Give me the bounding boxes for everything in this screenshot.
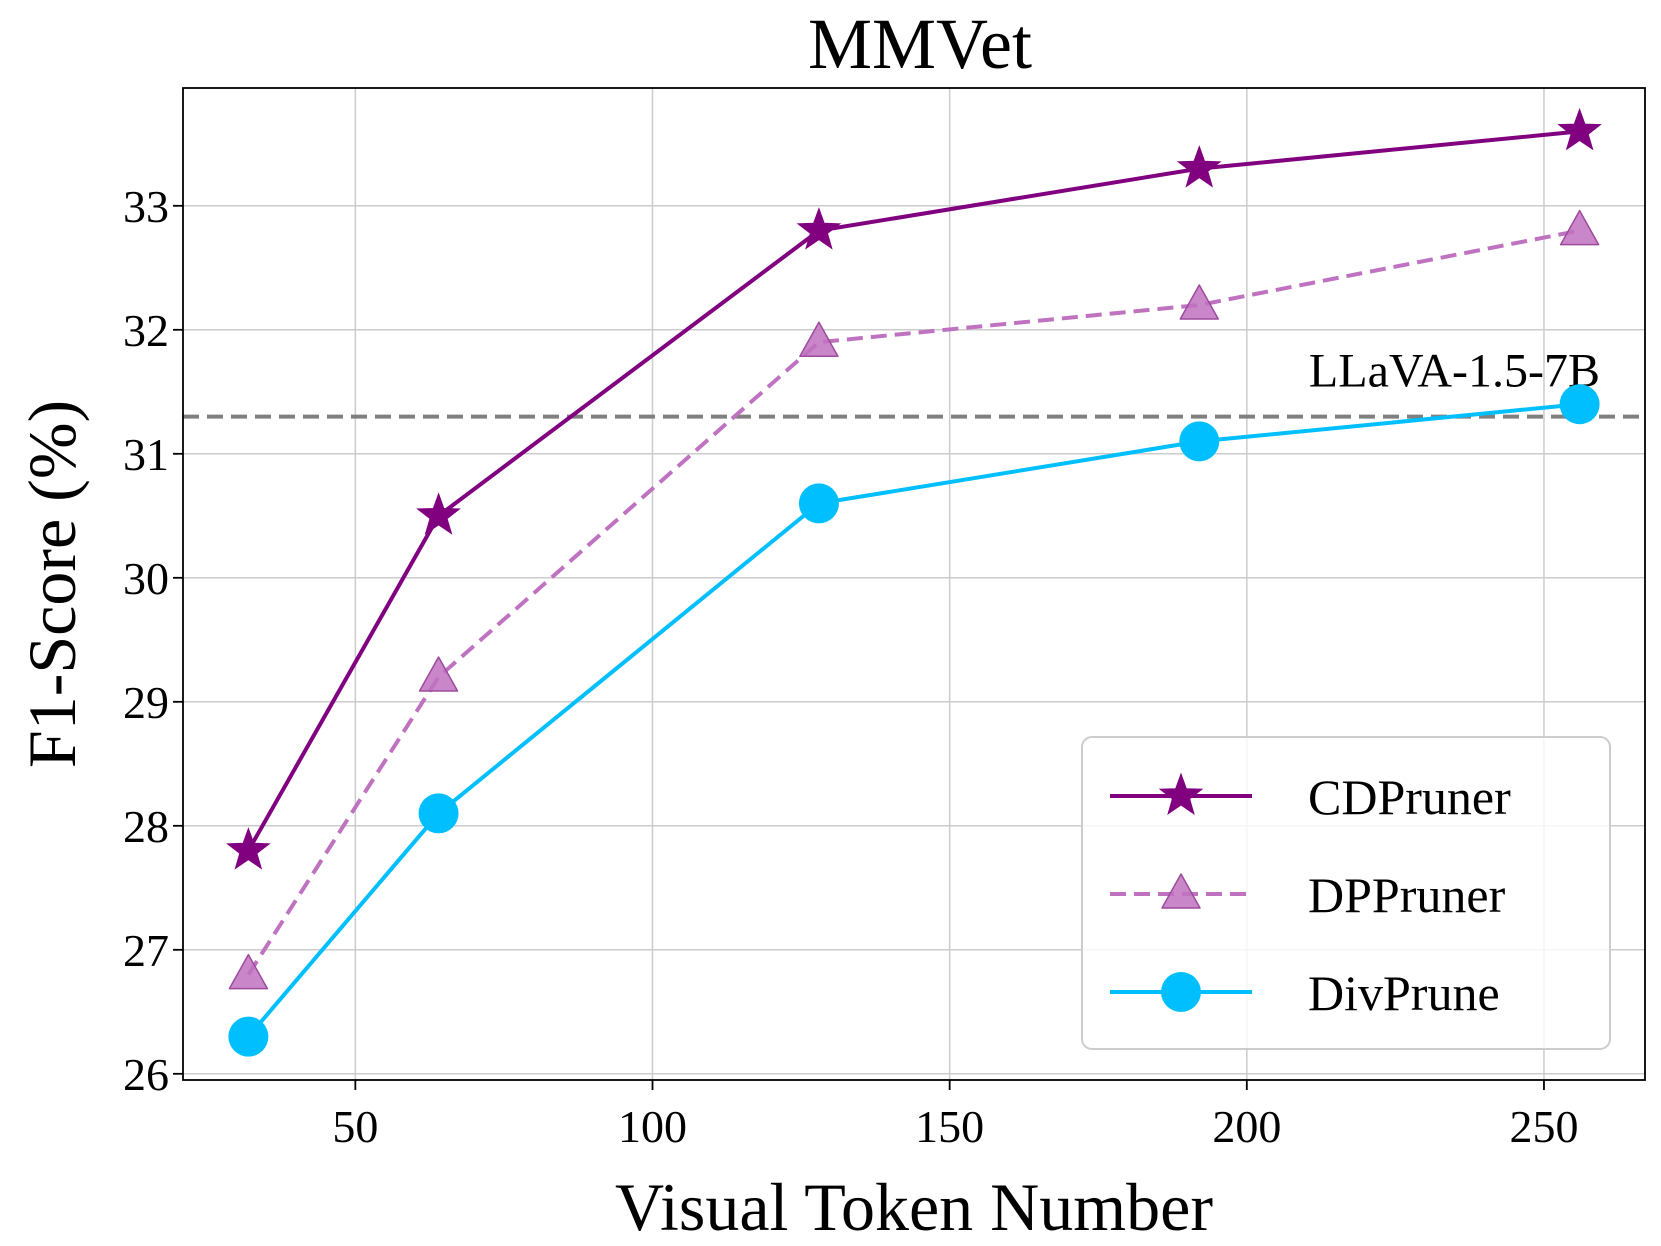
- reference-line-group: LLaVA-1.5-7B: [183, 345, 1645, 419]
- x-axis-label: Visual Token Number: [615, 1169, 1213, 1245]
- legend-item-dppruner: DPPruner: [1110, 867, 1506, 923]
- y-tick-label: 30: [123, 553, 169, 604]
- data-point: [1557, 107, 1602, 151]
- y-axis-label: F1-Score (%): [14, 400, 90, 768]
- series-group: [226, 107, 1602, 1057]
- data-point: [796, 207, 842, 250]
- legend-label: DivPrune: [1308, 965, 1500, 1021]
- x-tick-label: 50: [332, 1101, 378, 1152]
- legend-item-cdpruner: CDPruner: [1110, 769, 1511, 825]
- data-point: [798, 483, 839, 524]
- legend-label: DPPruner: [1308, 867, 1506, 923]
- legend-label: CDPruner: [1308, 769, 1511, 825]
- data-point: [418, 793, 459, 834]
- data-point: [416, 492, 461, 535]
- data-point: [1179, 284, 1220, 320]
- x-tick-label: 200: [1212, 1101, 1281, 1152]
- data-point: [1559, 384, 1600, 425]
- x-tick-label: 100: [618, 1101, 687, 1152]
- series-cdpruner: [226, 107, 1602, 870]
- series-dppruner: [228, 209, 1600, 990]
- data-point: [1179, 421, 1220, 462]
- grid-lines: [183, 88, 1645, 1080]
- legend: CDPruner DPPruner DivPrune: [1081, 736, 1611, 1050]
- y-tick-label: 26: [123, 1049, 169, 1100]
- y-tick-label: 32: [123, 305, 169, 356]
- x-tick-label: 150: [915, 1101, 984, 1152]
- legend-marker: [1161, 873, 1201, 909]
- y-tick-label: 29: [123, 677, 169, 728]
- data-point: [228, 953, 269, 990]
- y-tick-label: 33: [123, 181, 169, 232]
- legend-marker: [1161, 972, 1201, 1012]
- legend-box: [1081, 736, 1611, 1050]
- data-point: [1559, 209, 1600, 246]
- plot-frame: [182, 87, 1646, 1081]
- y-tick-label: 27: [123, 925, 169, 976]
- data-point: [799, 321, 839, 357]
- reference-line-label: LLaVA-1.5-7B: [1309, 345, 1600, 398]
- data-point: [1176, 145, 1222, 188]
- x-tick-label: 250: [1509, 1101, 1578, 1152]
- legend-marker: [1158, 772, 1204, 815]
- series-divprune: [228, 384, 1600, 1057]
- data-point: [228, 1016, 269, 1057]
- axis-ticks: 50 100 150 200 250 26 27 28 29 30 31 32 33: [123, 181, 1578, 1152]
- legend-item-divprune: DivPrune: [1110, 965, 1500, 1021]
- data-point: [418, 656, 459, 692]
- series-line: [246, 228, 1580, 976]
- y-tick-label: 28: [123, 801, 169, 852]
- data-point: [226, 827, 271, 870]
- chart-title: MMVet: [808, 4, 1032, 84]
- y-tick-label: 31: [123, 429, 169, 480]
